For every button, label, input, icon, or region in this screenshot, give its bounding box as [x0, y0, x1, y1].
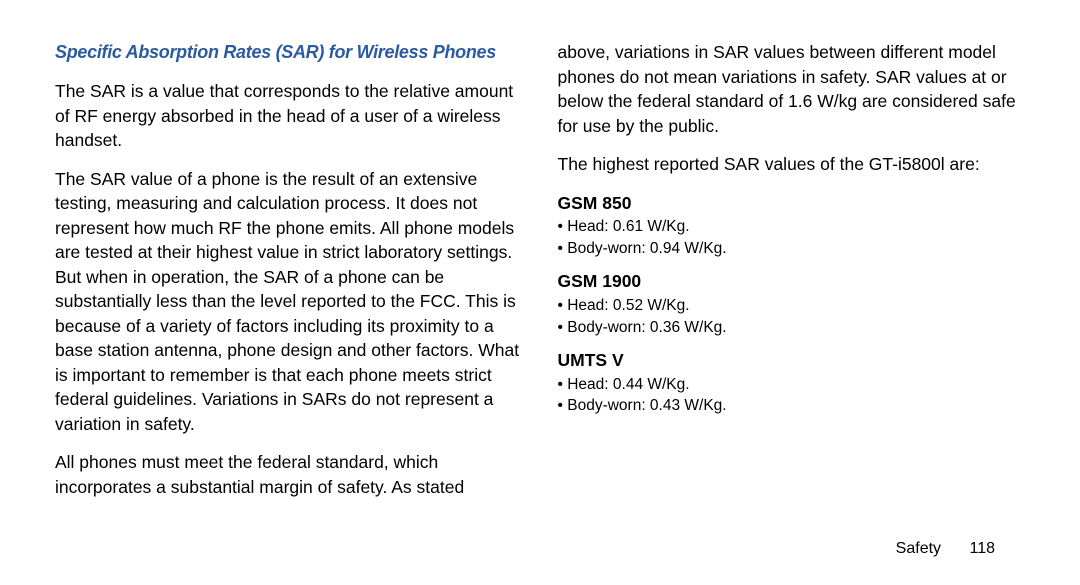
body-paragraph: The SAR value of a phone is the result o… — [55, 167, 523, 437]
sar-list: Head: 0.44 W/Kg. Body-worn: 0.43 W/Kg. — [558, 374, 1026, 417]
sar-value: Head: 0.44 W/Kg. — [558, 374, 1026, 396]
body-paragraph: The SAR is a value that corresponds to t… — [55, 79, 523, 153]
sar-value: Body-worn: 0.94 W/Kg. — [558, 238, 1026, 260]
page-footer: Safety 118 — [55, 538, 1025, 560]
sar-value: Body-worn: 0.36 W/Kg. — [558, 317, 1026, 339]
footer-section-label: Safety — [896, 540, 941, 557]
page-body: Specific Absorption Rates (SAR) for Wire… — [55, 40, 1025, 528]
body-paragraph: All phones must meet the federal standar… — [55, 450, 523, 499]
sar-value: Head: 0.52 W/Kg. — [558, 295, 1026, 317]
sar-value: Body-worn: 0.43 W/Kg. — [558, 395, 1026, 417]
band-heading: UMTS V — [558, 348, 1026, 373]
page-number: 118 — [969, 540, 995, 557]
left-column: Specific Absorption Rates (SAR) for Wire… — [55, 40, 523, 528]
section-heading: Specific Absorption Rates (SAR) for Wire… — [55, 40, 523, 65]
band-heading: GSM 1900 — [558, 269, 1026, 294]
sar-list: Head: 0.52 W/Kg. Body-worn: 0.36 W/Kg. — [558, 295, 1026, 338]
band-heading: GSM 850 — [558, 191, 1026, 216]
sar-value: Head: 0.61 W/Kg. — [558, 216, 1026, 238]
sar-list: Head: 0.61 W/Kg. Body-worn: 0.94 W/Kg. — [558, 216, 1026, 259]
body-paragraph: The highest reported SAR values of the G… — [558, 152, 1026, 177]
right-column: above, variations in SAR values between … — [558, 40, 1026, 528]
body-paragraph: above, variations in SAR values between … — [558, 40, 1026, 138]
